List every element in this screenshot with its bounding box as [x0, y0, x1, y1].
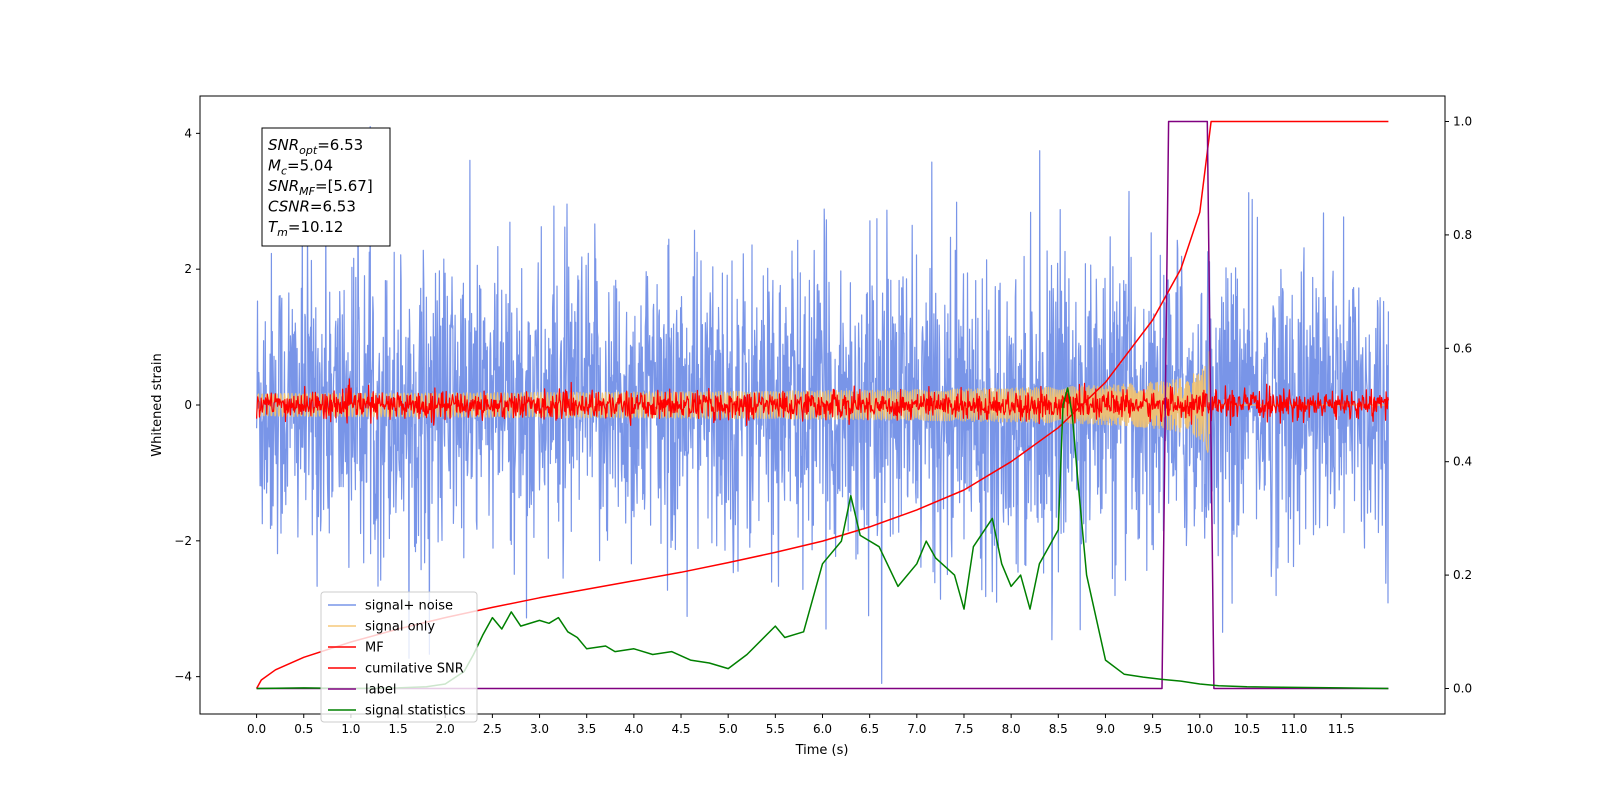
x-tick-label: 5.0 — [719, 722, 738, 736]
x-tick-label: 5.5 — [766, 722, 785, 736]
x-tick-label: 4.5 — [671, 722, 690, 736]
annotation-value: =6.53 — [317, 136, 363, 154]
annotation-box: SNRopt=6.53Mc=5.04SNRMF=[5.67]CSNR=6.53T… — [261, 127, 391, 247]
legend-label: signal statistics — [365, 704, 466, 719]
annotation-subscript: c — [281, 165, 287, 178]
annotation-symbol: M — [268, 157, 281, 175]
x-axis-label: Time (s) — [795, 743, 849, 758]
legend-frame — [320, 591, 478, 723]
annotation-symbol: T — [268, 218, 279, 236]
annotation-symbol: CSNR — [268, 198, 310, 216]
x-tick-label: 1.0 — [341, 722, 360, 736]
y-left-tick-label: −2 — [174, 534, 192, 548]
annotation-frame — [261, 127, 391, 247]
x-tick-label: 1.5 — [389, 722, 408, 736]
series-label — [256, 120, 1389, 690]
x-tick-label: 8.5 — [1049, 722, 1068, 736]
annotation-value: =[5.67] — [315, 177, 373, 195]
legend-label: cumilative SNR — [365, 662, 464, 677]
annotation-line: SNRMF=[5.67] — [268, 177, 373, 198]
x-tick-label: 2.5 — [483, 722, 502, 736]
annotation-line: Mc=5.04 — [268, 157, 333, 178]
y-left-tick-label: 0 — [184, 398, 192, 412]
y-left-tick-label: 4 — [184, 126, 192, 140]
y-axis-right: 0.0 0.2 0.4 0.6 0.8 1.0 — [1445, 115, 1472, 695]
x-tick-label: 10.0 — [1186, 722, 1213, 736]
annotation-subscript: m — [277, 226, 288, 239]
y-right-tick-label: 0.8 — [1453, 228, 1472, 242]
x-tick-label: 3.0 — [530, 722, 549, 736]
annotation-value: =6.53 — [310, 198, 356, 216]
x-tick-label: 6.5 — [860, 722, 879, 736]
y-right-tick-label: 0.2 — [1453, 568, 1472, 582]
annotation-symbol: SNR — [268, 177, 299, 195]
x-tick-label: 9.0 — [1096, 722, 1115, 736]
annotation-symbol: SNR — [268, 136, 299, 154]
x-tick-label: 11.0 — [1281, 722, 1308, 736]
x-tick-label: 3.5 — [577, 722, 596, 736]
annotation-subscript: MF — [299, 185, 315, 198]
x-tick-label: 10.5 — [1234, 722, 1261, 736]
y-axis-left: −4 −2 0 2 4 — [174, 126, 200, 684]
y-axis-label-left: Whitened strain — [150, 353, 165, 456]
y-right-tick-label: 1.0 — [1453, 115, 1472, 129]
y-right-tick-label: 0.4 — [1453, 455, 1472, 469]
x-tick-label: 0.0 — [247, 722, 266, 736]
y-left-tick-label: 2 — [184, 262, 192, 276]
series-mf — [256, 378, 1389, 426]
y-right-tick-label: 0.0 — [1453, 681, 1472, 695]
x-tick-label: 6.0 — [813, 722, 832, 736]
x-tick-label: 7.5 — [954, 722, 973, 736]
x-tick-label: 0.5 — [294, 722, 313, 736]
x-axis: 0.0 0.5 1.0 1.5 2.0 2.5 3.0 3.5 4.0 4.5 5.0 5.5 6.0 6… — [247, 714, 1355, 736]
x-tick-label: 7.0 — [907, 722, 926, 736]
annotation-line: CSNR=6.53 — [268, 198, 356, 216]
y-left-tick-label: −4 — [174, 670, 192, 684]
x-tick-label: 9.5 — [1143, 722, 1162, 736]
legend: signal+ noise signal only MF cumilative SNR… — [320, 591, 478, 723]
annotation-value: =5.04 — [287, 157, 333, 175]
legend-label: signal+ noise — [365, 599, 453, 614]
y-right-tick-label: 0.6 — [1453, 341, 1472, 355]
annotation-line: Tm=10.12 — [268, 218, 343, 239]
annotation-value: =10.12 — [288, 218, 344, 236]
annotation-line: SNRopt=6.53 — [268, 136, 363, 157]
x-tick-label: 8.0 — [1002, 722, 1021, 736]
x-tick-label: 2.0 — [436, 722, 455, 736]
legend-label: MF — [365, 641, 384, 656]
x-tick-label: 4.0 — [624, 722, 643, 736]
legend-label: label — [365, 683, 396, 698]
series-signal-statistics — [256, 387, 1389, 690]
annotation-subscript: opt — [299, 144, 318, 157]
legend-label: signal only — [365, 620, 435, 635]
x-tick-label: 11.5 — [1328, 722, 1355, 736]
